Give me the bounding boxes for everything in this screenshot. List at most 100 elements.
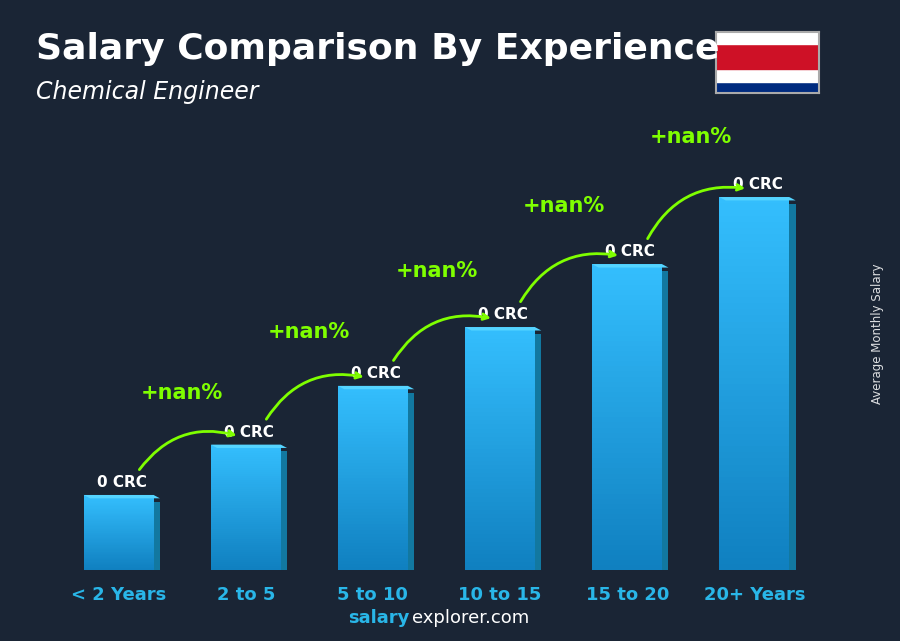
- Bar: [338, 389, 408, 392]
- Bar: [211, 566, 281, 569]
- Polygon shape: [719, 197, 796, 201]
- Bar: [84, 505, 154, 506]
- Bar: [592, 310, 662, 315]
- Polygon shape: [211, 445, 287, 448]
- Bar: [84, 568, 154, 569]
- Bar: [592, 361, 662, 366]
- Bar: [211, 487, 281, 488]
- Bar: [592, 351, 662, 356]
- Bar: [719, 359, 789, 365]
- Bar: [211, 485, 281, 487]
- Bar: [592, 555, 662, 560]
- Text: +nan%: +nan%: [523, 196, 605, 216]
- Bar: [465, 546, 535, 550]
- Bar: [592, 341, 662, 346]
- Bar: [719, 309, 789, 315]
- Bar: [592, 300, 662, 305]
- Bar: [84, 558, 154, 559]
- Bar: [211, 518, 281, 520]
- Bar: [465, 554, 535, 558]
- Bar: [719, 303, 789, 309]
- Bar: [719, 564, 789, 570]
- Bar: [719, 378, 789, 384]
- Bar: [592, 433, 662, 438]
- Bar: [84, 543, 154, 544]
- Text: 0 CRC: 0 CRC: [224, 424, 274, 440]
- Bar: [592, 376, 662, 381]
- Bar: [465, 494, 535, 497]
- Bar: [338, 410, 408, 413]
- Bar: [592, 540, 662, 545]
- Polygon shape: [408, 392, 414, 570]
- Bar: [592, 453, 662, 458]
- Bar: [338, 509, 408, 512]
- Bar: [719, 240, 789, 247]
- Bar: [719, 272, 789, 278]
- Bar: [211, 547, 281, 549]
- Bar: [338, 469, 408, 472]
- Bar: [211, 531, 281, 533]
- Bar: [465, 347, 535, 351]
- Bar: [719, 340, 789, 346]
- Bar: [592, 474, 662, 479]
- Bar: [719, 421, 789, 428]
- Bar: [465, 392, 535, 396]
- Bar: [465, 396, 535, 400]
- Bar: [719, 545, 789, 552]
- Text: 0 CRC: 0 CRC: [97, 475, 147, 490]
- Bar: [84, 553, 154, 554]
- Bar: [211, 562, 281, 564]
- Bar: [84, 515, 154, 517]
- Bar: [592, 387, 662, 392]
- Bar: [84, 503, 154, 504]
- Bar: [592, 326, 662, 331]
- Bar: [338, 413, 408, 417]
- Bar: [465, 558, 535, 562]
- Bar: [338, 564, 408, 567]
- Bar: [211, 488, 281, 491]
- Bar: [592, 274, 662, 279]
- Bar: [84, 560, 154, 562]
- Bar: [465, 441, 535, 445]
- Bar: [592, 519, 662, 524]
- Bar: [84, 535, 154, 537]
- Bar: [84, 496, 154, 497]
- Bar: [719, 210, 789, 216]
- Bar: [592, 392, 662, 397]
- Bar: [465, 429, 535, 433]
- Bar: [338, 558, 408, 562]
- Bar: [338, 404, 408, 408]
- Bar: [719, 403, 789, 409]
- Bar: [719, 284, 789, 290]
- Bar: [84, 569, 154, 570]
- Bar: [211, 499, 281, 501]
- Bar: [211, 501, 281, 503]
- Bar: [719, 390, 789, 396]
- Bar: [465, 510, 535, 513]
- Bar: [592, 514, 662, 519]
- Bar: [465, 380, 535, 384]
- Bar: [592, 428, 662, 433]
- Bar: [338, 487, 408, 490]
- Bar: [84, 513, 154, 514]
- Bar: [84, 539, 154, 540]
- Bar: [592, 366, 662, 371]
- Bar: [211, 506, 281, 508]
- Bar: [719, 539, 789, 545]
- Bar: [84, 564, 154, 565]
- Bar: [338, 500, 408, 503]
- Bar: [338, 451, 408, 454]
- Bar: [338, 432, 408, 435]
- Bar: [211, 552, 281, 554]
- Bar: [211, 543, 281, 545]
- Bar: [592, 550, 662, 555]
- Bar: [465, 356, 535, 360]
- Bar: [338, 537, 408, 540]
- Bar: [719, 515, 789, 520]
- Bar: [465, 424, 535, 429]
- Bar: [211, 533, 281, 535]
- Bar: [211, 455, 281, 457]
- Bar: [465, 485, 535, 489]
- Bar: [592, 331, 662, 336]
- Bar: [338, 441, 408, 444]
